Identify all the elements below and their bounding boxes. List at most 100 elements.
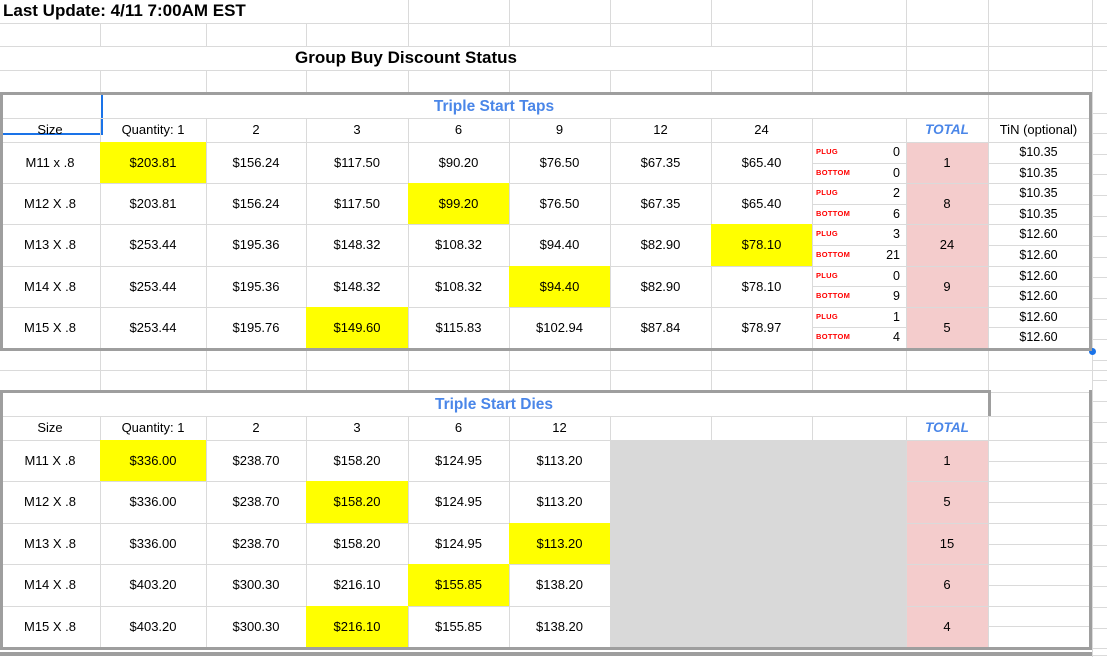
price-cell[interactable]: $403.20 [129,618,177,634]
tin-price-cell[interactable]: $10.35 [1019,186,1058,201]
price-cell[interactable]: $108.32 [435,278,482,294]
bottom-count-cell[interactable]: 0 [893,165,900,180]
size-cell[interactable]: M15 X .8 [23,319,77,335]
price-cell[interactable]: $115.83 [435,319,482,335]
price-cell[interactable]: $78.97 [741,319,782,335]
column-header[interactable]: 2 [252,122,260,137]
price-cell-highlighted[interactable]: $216.10 [333,618,381,634]
column-header[interactable]: 3 [353,122,361,137]
total-cell[interactable]: 15 [939,535,955,551]
table-title[interactable]: Triple Start Taps [433,98,555,115]
price-cell[interactable]: $336.00 [129,535,177,551]
price-cell[interactable]: $117.50 [333,155,381,170]
size-cell[interactable]: M11 X .8 [24,453,76,468]
price-cell[interactable]: $195.36 [232,278,280,294]
price-cell[interactable]: $238.70 [232,494,280,510]
tin-price-cell[interactable]: $10.35 [1019,165,1058,180]
price-cell[interactable]: $253.44 [129,237,177,253]
total-cell[interactable]: 4 [943,618,951,634]
column-header[interactable]: 12 [552,420,567,435]
price-cell[interactable]: $156.24 [232,196,280,212]
price-cell[interactable]: $203.81 [129,196,177,212]
price-cell-highlighted[interactable]: $94.40 [539,278,580,294]
bottom-count-cell[interactable]: 9 [893,289,900,304]
plug-count-cell[interactable]: 2 [893,186,900,201]
price-cell-highlighted[interactable]: $149.60 [333,319,381,335]
price-cell[interactable]: $117.50 [333,196,381,212]
price-cell[interactable]: $124.95 [435,535,482,551]
price-cell[interactable]: $195.76 [232,319,280,335]
plug-count-cell[interactable]: 0 [893,268,900,283]
price-cell[interactable]: $65.40 [741,196,782,212]
page-title[interactable]: Group Buy Discount Status [295,48,517,67]
total-cell[interactable]: 6 [943,577,951,593]
price-cell[interactable]: $82.90 [640,278,681,294]
total-cell[interactable]: 24 [939,237,955,253]
price-cell[interactable]: $138.20 [536,577,583,593]
price-cell[interactable]: $238.70 [232,453,280,468]
tin-price-cell[interactable]: $10.35 [1019,145,1058,159]
table-title[interactable]: Triple Start Dies [434,396,553,413]
size-cell[interactable]: M11 x .8 [25,155,75,170]
price-cell[interactable]: $82.90 [640,237,681,253]
price-cell-highlighted[interactable]: $113.20 [536,535,583,551]
price-cell[interactable]: $238.70 [232,535,280,551]
price-cell[interactable]: $216.10 [333,577,381,593]
plug-count-cell[interactable]: 3 [893,227,900,242]
price-cell-highlighted[interactable]: $155.85 [435,577,482,593]
price-cell[interactable]: $113.20 [536,494,583,510]
tin-price-cell[interactable]: $12.60 [1019,248,1058,262]
tin-price-cell[interactable]: $12.60 [1019,289,1058,304]
price-cell[interactable]: $158.20 [333,453,381,468]
column-header[interactable]: 6 [454,420,463,435]
price-cell[interactable]: $124.95 [435,494,482,510]
price-cell[interactable]: $300.30 [232,618,280,634]
tin-price-cell[interactable]: $10.35 [1019,206,1058,221]
last-update-text[interactable]: Last Update: 4/11 7:00AM EST [3,1,246,20]
price-cell[interactable]: $148.32 [333,237,381,253]
price-cell[interactable]: $156.24 [232,155,280,170]
price-cell[interactable]: $158.20 [333,535,381,551]
price-cell[interactable]: $155.85 [435,618,482,634]
column-header[interactable]: Quantity: 1 [121,420,185,435]
price-cell[interactable]: $94.40 [539,237,580,253]
price-cell[interactable]: $90.20 [438,155,479,170]
total-cell[interactable]: 5 [943,319,951,335]
price-cell[interactable]: $195.36 [232,237,280,253]
price-cell[interactable]: $148.32 [333,278,381,294]
total-cell[interactable]: 8 [943,196,951,212]
price-cell[interactable]: $403.20 [129,577,177,593]
fill-handle[interactable] [1089,348,1096,355]
price-cell-highlighted[interactable]: $336.00 [129,453,177,468]
column-header[interactable]: Size [37,420,63,435]
plug-count-cell[interactable]: 1 [893,309,900,324]
total-cell[interactable]: 5 [943,494,951,510]
bottom-count-cell[interactable]: 4 [893,330,900,345]
column-header[interactable]: 2 [252,420,260,435]
price-cell[interactable]: $67.35 [640,155,681,170]
price-cell[interactable]: $113.20 [536,453,583,468]
bottom-count-cell[interactable]: 6 [893,206,900,221]
price-cell[interactable]: $102.94 [536,319,583,335]
tin-price-cell[interactable]: $12.60 [1019,330,1058,345]
size-cell[interactable]: M15 X .8 [23,618,77,634]
column-header[interactable]: 9 [555,122,564,137]
price-cell[interactable]: $336.00 [129,494,177,510]
price-cell-highlighted[interactable]: $158.20 [333,494,381,510]
price-cell[interactable]: $78.10 [741,278,782,294]
size-cell[interactable]: M13 X .8 [23,237,77,253]
total-cell[interactable]: 1 [943,155,951,170]
column-header-total[interactable]: TOTAL [925,420,969,435]
price-cell[interactable]: $300.30 [232,577,280,593]
tin-price-cell[interactable]: $12.60 [1019,268,1058,283]
price-cell-highlighted[interactable]: $203.81 [129,155,177,170]
size-cell[interactable]: M13 X .8 [23,535,77,551]
price-cell[interactable]: $76.50 [539,155,580,170]
price-cell-highlighted[interactable]: $78.10 [741,237,782,253]
bottom-count-cell[interactable]: 21 [886,248,900,262]
size-cell[interactable]: M14 X .8 [23,577,77,593]
column-header[interactable]: 12 [653,122,668,137]
size-cell[interactable]: M12 X .8 [23,196,77,212]
column-header-tin[interactable]: TiN (optional) [999,122,1078,137]
price-cell[interactable]: $76.50 [539,196,580,212]
